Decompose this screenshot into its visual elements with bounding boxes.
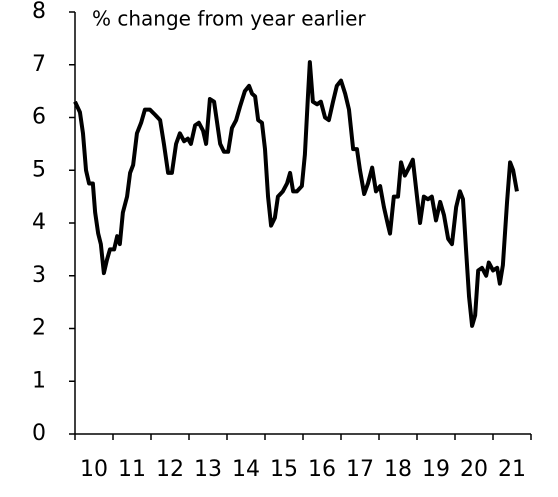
- x-tick-label: 14: [232, 457, 260, 482]
- x-tick-label: 10: [80, 457, 108, 482]
- x-tick-label: 13: [194, 457, 222, 482]
- y-tick-label: 5: [32, 157, 46, 182]
- y-tick-label: 7: [32, 52, 46, 77]
- x-tick-label: 15: [270, 457, 298, 482]
- x-tick-label: 20: [460, 457, 488, 482]
- y-tick-label: 4: [32, 210, 46, 235]
- y-tick-label: 3: [32, 263, 46, 288]
- x-tick-label: 17: [346, 457, 374, 482]
- x-tick-label: 19: [422, 457, 450, 482]
- x-tick-label: 16: [308, 457, 336, 482]
- x-tick-label: 11: [118, 457, 146, 482]
- x-tick-label: 12: [156, 457, 184, 482]
- x-tick-label: 18: [384, 457, 412, 482]
- y-tick-label: 1: [32, 368, 46, 393]
- chart-title: % change from year earlier: [92, 7, 366, 31]
- y-tick-label: 0: [32, 421, 46, 446]
- y-tick-label: 6: [32, 105, 46, 130]
- x-tick-label: 21: [498, 457, 526, 482]
- y-tick-label: 8: [32, 0, 46, 24]
- line: [73, 60, 519, 328]
- y-tick-label: 2: [32, 316, 46, 341]
